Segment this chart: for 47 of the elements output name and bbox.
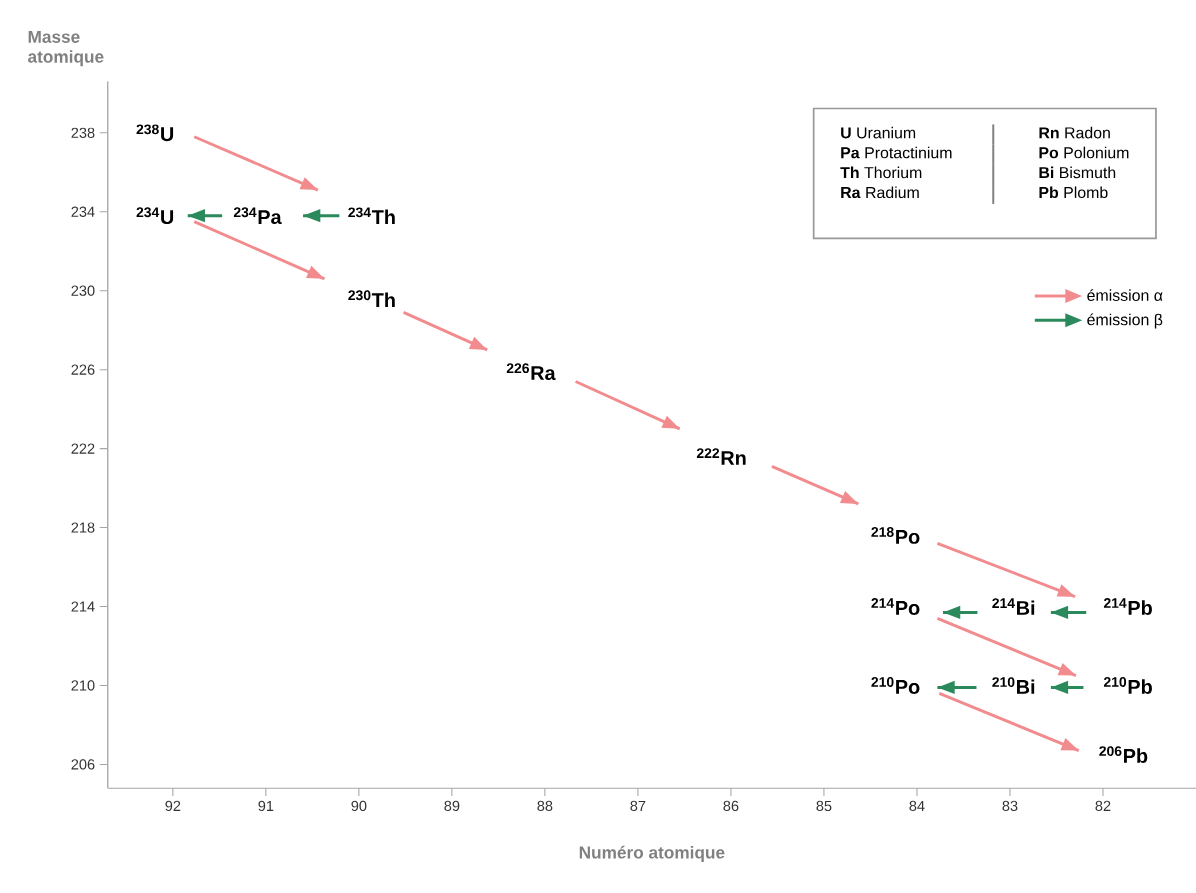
x-tick-label: 83 [1002, 800, 1018, 811]
x-axis-title: Numéro atomique [579, 845, 725, 862]
annotation: $^{206}$Pb [1099, 745, 1148, 763]
legend-label: émission α [1087, 288, 1163, 301]
x-tick-label: 82 [1095, 800, 1111, 811]
x-tick-label: 85 [816, 800, 832, 811]
annotation: Rn Radon [1039, 126, 1110, 139]
x-tick-label: 91 [258, 800, 274, 811]
annotation: $^{214}$Pb [1103, 597, 1152, 615]
annotation: $^{230}$Th [348, 290, 395, 307]
y-tick-label: 218 [71, 522, 95, 533]
y-tick-label: 234 [71, 206, 95, 217]
x-tick-label: 89 [444, 800, 460, 811]
y-tick-label: 230 [71, 285, 95, 296]
annotation: $^{210}$Pb [1103, 676, 1152, 694]
annotation: $^{234}$Pa [233, 207, 282, 224]
annotation: Th Thorium [840, 166, 922, 178]
annotation: $^{234}$U [136, 207, 174, 224]
annotation: $^{210}$Po [871, 676, 920, 694]
annotation: Po Polonium [1039, 146, 1129, 159]
annotation: U Uranium [841, 126, 916, 139]
annotation: Ra Radium [841, 186, 919, 198]
x-tick-label: 87 [630, 800, 646, 811]
x-tick-label: 90 [351, 800, 367, 811]
x-tick-label: 86 [723, 800, 739, 811]
y-tick-label: 238 [71, 127, 95, 138]
legend-label: émission β [1087, 313, 1163, 329]
y-tick-label: 214 [71, 601, 95, 612]
y-tick-label: 222 [71, 443, 95, 454]
y-tick-label: 206 [71, 759, 95, 770]
annotation: $^{210}$Bi [992, 676, 1035, 694]
annotation: Pa Protactinium [841, 146, 952, 159]
y-axis-title: Masse atomique [28, 30, 104, 66]
annotation: $^{214}$Po [871, 597, 920, 615]
x-tick-label: 88 [537, 800, 553, 811]
annotation: $^{218}$Po [871, 526, 920, 544]
y-tick-label: 226 [71, 364, 95, 375]
annotation: Bi Bismuth [1039, 166, 1116, 178]
annotation: $^{238}$U [136, 124, 174, 141]
annotation: $^{234}$Th [348, 207, 395, 224]
annotation: $^{222}$Rn [696, 447, 746, 465]
x-tick-label: 84 [909, 800, 925, 811]
annotation: $^{226}$Ra [506, 363, 556, 380]
annotation: $^{214}$Bi [992, 597, 1035, 615]
y-tick-label: 210 [71, 680, 95, 691]
x-tick-label: 92 [165, 800, 181, 811]
annotation: Pb Plomb [1039, 186, 1108, 198]
